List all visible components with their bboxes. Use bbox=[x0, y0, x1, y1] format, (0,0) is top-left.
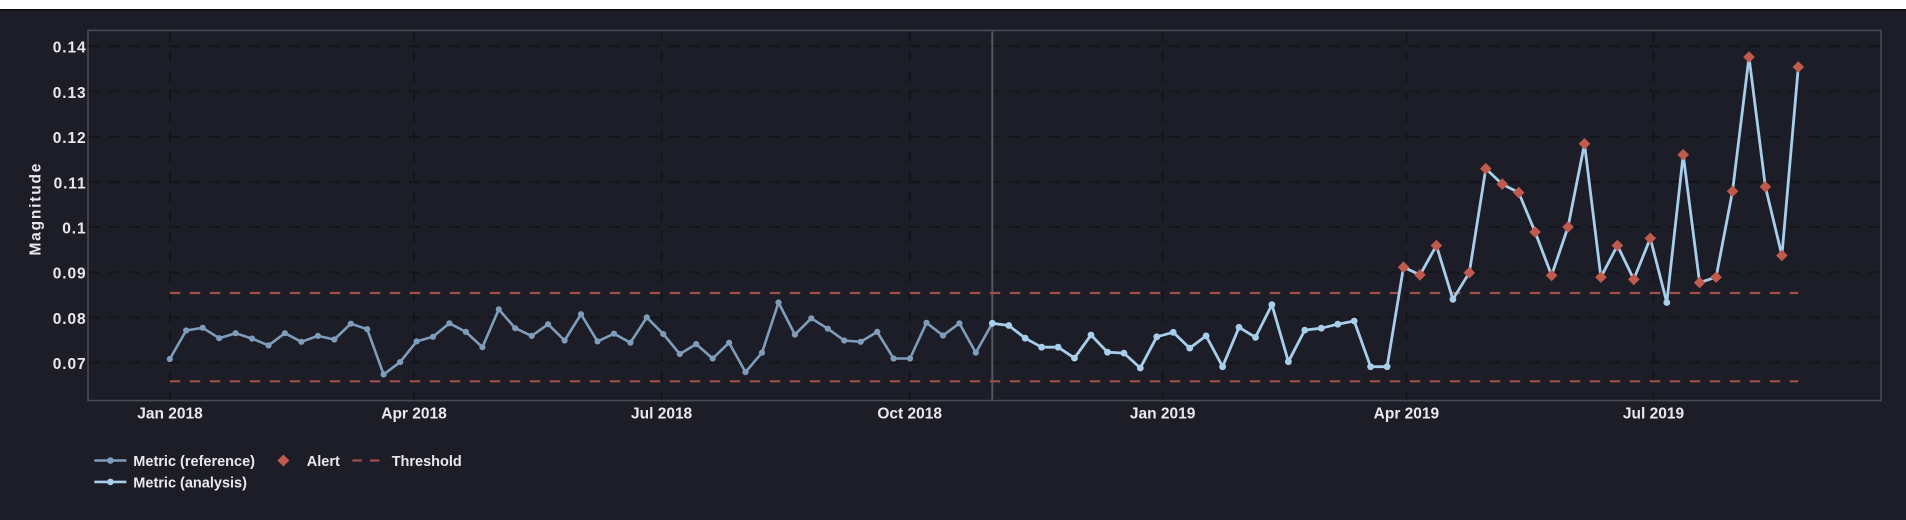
svg-text:Jan 2018: Jan 2018 bbox=[137, 405, 203, 422]
svg-text:Apr 2019: Apr 2019 bbox=[1374, 405, 1440, 422]
svg-text:0.09: 0.09 bbox=[53, 266, 87, 283]
svg-text:Apr 2018: Apr 2018 bbox=[381, 405, 447, 422]
svg-text:Magnitude: Magnitude bbox=[28, 162, 45, 256]
svg-text:Jan 2019: Jan 2019 bbox=[1130, 405, 1196, 422]
svg-text:Oct 2018: Oct 2018 bbox=[877, 405, 942, 422]
svg-text:Metric (reference): Metric (reference) bbox=[133, 454, 255, 470]
svg-text:0.11: 0.11 bbox=[54, 175, 87, 192]
svg-text:0.1: 0.1 bbox=[62, 221, 86, 238]
svg-text:0.14: 0.14 bbox=[53, 40, 87, 57]
svg-text:0.13: 0.13 bbox=[53, 85, 87, 102]
svg-text:Metric (analysis): Metric (analysis) bbox=[133, 475, 247, 491]
svg-text:0.08: 0.08 bbox=[53, 311, 87, 328]
svg-text:0.07: 0.07 bbox=[53, 356, 87, 373]
svg-text:Jul 2019: Jul 2019 bbox=[1623, 405, 1685, 422]
svg-text:Alert: Alert bbox=[307, 454, 340, 470]
svg-text:Threshold: Threshold bbox=[392, 454, 462, 470]
svg-text:Jul 2018: Jul 2018 bbox=[631, 405, 693, 422]
svg-text:0.12: 0.12 bbox=[53, 130, 87, 147]
